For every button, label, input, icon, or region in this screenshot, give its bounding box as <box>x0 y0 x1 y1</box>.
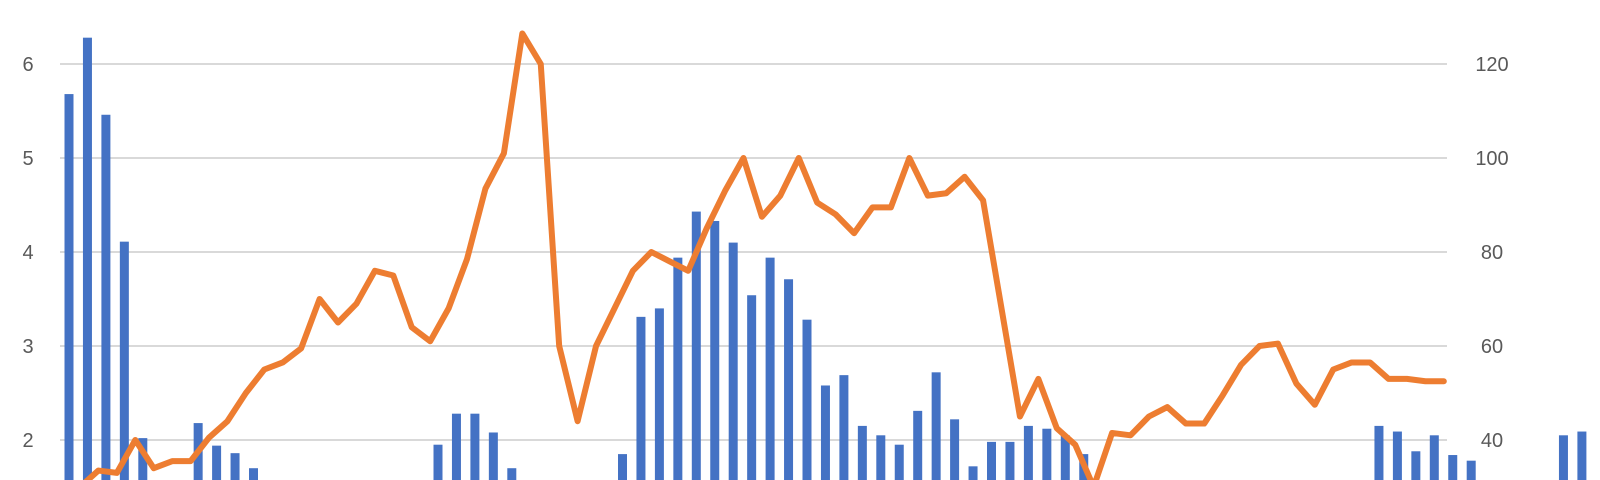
bar <box>101 114 111 480</box>
bar <box>64 94 74 480</box>
bar <box>618 454 627 480</box>
bar <box>1005 441 1015 480</box>
bar <box>968 466 978 480</box>
bar <box>876 435 886 480</box>
bar <box>802 319 812 480</box>
bar <box>249 468 258 480</box>
bar <box>1060 435 1070 480</box>
bar <box>1392 431 1402 480</box>
bar <box>1042 428 1052 480</box>
bar <box>636 316 646 480</box>
bar <box>1374 425 1384 480</box>
bar <box>1411 451 1421 480</box>
bar <box>691 211 701 480</box>
bar <box>82 37 92 480</box>
bar <box>212 445 222 480</box>
bar <box>488 432 498 480</box>
bar <box>433 444 443 480</box>
bar <box>507 468 517 480</box>
bar <box>1466 460 1476 480</box>
line-path <box>83 30 1447 480</box>
bar <box>931 372 941 480</box>
bar <box>784 279 794 480</box>
bar <box>138 438 148 480</box>
bar <box>987 441 996 480</box>
bar <box>654 308 664 480</box>
gridlines <box>60 63 1447 441</box>
bar <box>710 220 720 480</box>
bar <box>913 410 923 480</box>
bar <box>230 453 240 480</box>
bar <box>1023 425 1033 480</box>
bar <box>673 257 683 480</box>
bar <box>839 375 849 480</box>
right-tick-label: 100 <box>1475 148 1508 170</box>
bar-series <box>64 37 1587 480</box>
bar <box>765 257 775 480</box>
right-tick-label: 40 <box>1481 430 1503 452</box>
bar <box>119 241 129 480</box>
right-axis: 40 60 80 100 120 <box>1475 54 1508 452</box>
left-tick-label: 3 <box>22 336 33 358</box>
bar <box>728 242 738 480</box>
right-tick-label: 80 <box>1481 242 1503 264</box>
left-tick-label: 2 <box>22 430 33 452</box>
left-tick-label: 6 <box>22 54 33 76</box>
bar <box>857 425 867 480</box>
line-series <box>83 30 1447 480</box>
bar <box>1577 431 1587 480</box>
bar <box>894 444 904 480</box>
bar <box>1448 455 1458 480</box>
left-tick-label: 5 <box>22 148 33 170</box>
left-tick-label: 4 <box>22 242 33 264</box>
bar <box>950 419 960 480</box>
bar <box>470 413 480 480</box>
left-axis: 2 3 4 5 6 <box>22 54 33 452</box>
right-tick-label: 60 <box>1481 336 1503 358</box>
right-tick-label: 120 <box>1475 54 1508 76</box>
bar <box>451 413 461 480</box>
bar <box>747 295 757 480</box>
bar <box>1429 435 1439 480</box>
bar <box>820 385 830 480</box>
bar <box>1558 435 1568 480</box>
